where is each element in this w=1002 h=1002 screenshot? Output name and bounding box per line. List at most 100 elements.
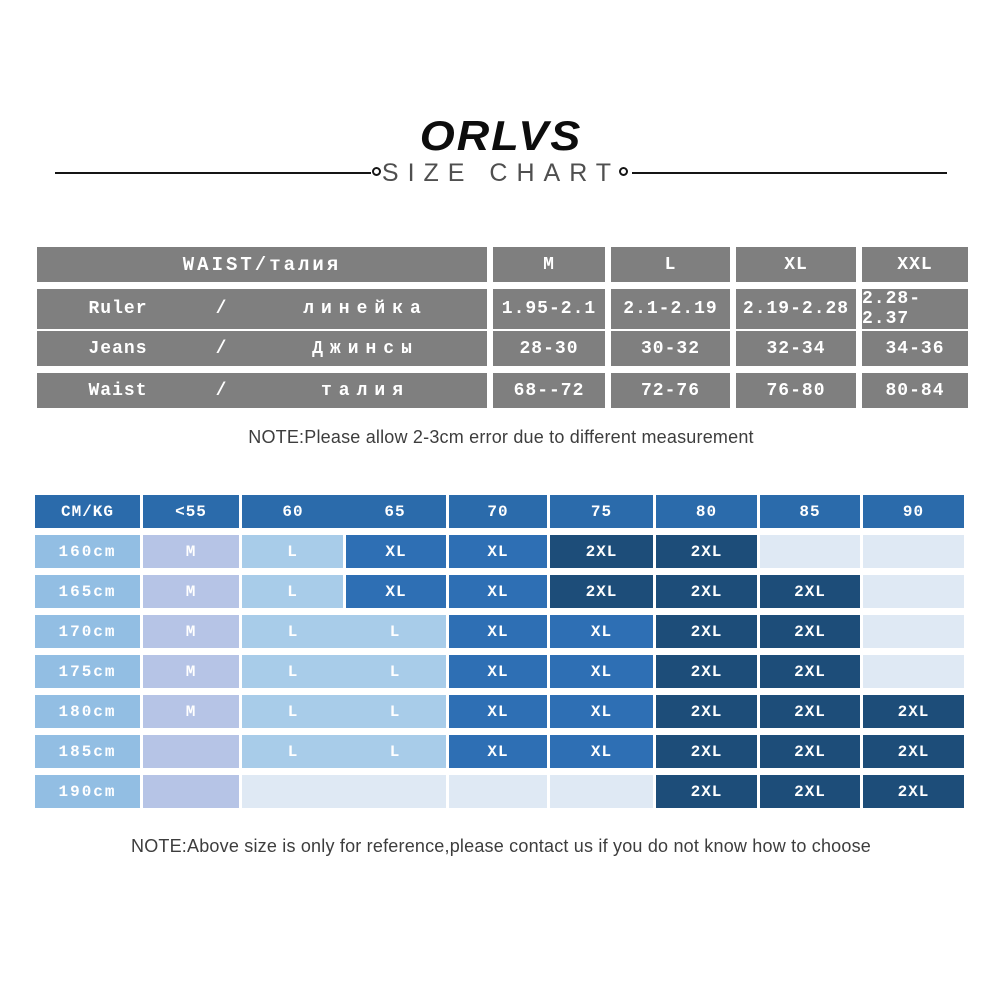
matrix-cell: XL xyxy=(550,655,653,688)
matrix-cell: 2XL xyxy=(656,575,757,608)
size-label: XL xyxy=(590,742,613,761)
waist-value-cell: 32-34 xyxy=(736,331,856,366)
size-label: XL xyxy=(487,742,509,761)
waist-value-cell: 2.28-2.37 xyxy=(862,289,968,329)
matrix-cell xyxy=(449,775,547,808)
matrix-cell: 85 xyxy=(760,495,860,528)
matrix-cell: M xyxy=(143,655,239,688)
height-label-cell: 170cm xyxy=(35,615,140,648)
row-label-ru: линейка xyxy=(303,299,428,319)
matrix-cell: <55 xyxy=(143,495,239,528)
size-label: L xyxy=(389,742,401,761)
matrix-cell xyxy=(242,775,446,808)
matrix-cell: 2XL xyxy=(550,575,653,608)
matrix-cell xyxy=(863,575,964,608)
height-label-cell: 180cm xyxy=(35,695,140,728)
size-label: 70 xyxy=(487,502,509,521)
waist-value: 2.28-2.37 xyxy=(862,289,922,329)
waist-value-cell: 28-30 xyxy=(493,331,605,366)
waist-value: 72-76 xyxy=(640,380,700,401)
waist-value: 2.19-2.28 xyxy=(742,299,850,319)
height-label-cell: 160cm xyxy=(35,535,140,568)
matrix-header-row: CM/KG <55 60 65 70 75 80 85 90 xyxy=(35,495,967,528)
divider-circle-left-icon xyxy=(372,167,381,176)
size-label: 2XL xyxy=(794,622,826,641)
matrix-cell: M xyxy=(143,695,239,728)
size-label: <55 xyxy=(175,502,207,521)
size-label: 2XL xyxy=(690,702,723,721)
size-label: XL xyxy=(590,702,613,721)
matrix-cell: CM/KG xyxy=(35,495,140,528)
waist-value-cell: 30-32 xyxy=(611,331,730,366)
size-label: XL xyxy=(487,542,509,561)
matrix-cell xyxy=(143,735,239,768)
matrix-cell: 2XL xyxy=(550,535,653,568)
matrix-row: 185cm L L XL XL 2XL 2XL 2XL xyxy=(35,735,967,768)
matrix-cell: L xyxy=(242,575,343,608)
matrix-cell: 2XL xyxy=(760,575,860,608)
matrix-cell: XL xyxy=(449,615,547,648)
row-label-slash: / xyxy=(215,299,228,319)
size-label: XXL xyxy=(897,254,933,275)
size-label: XL xyxy=(385,542,407,561)
size-label: 2XL xyxy=(690,742,723,761)
matrix-cell: XL xyxy=(346,535,446,568)
matrix-cell xyxy=(863,615,964,648)
size-label: 2XL xyxy=(585,582,618,601)
size-label: L xyxy=(287,542,298,561)
matrix-cell: M xyxy=(143,535,239,568)
row-label-en: Jeans xyxy=(88,338,148,359)
matrix-cell: 60 65 xyxy=(242,495,446,528)
matrix-cell: M xyxy=(143,575,239,608)
size-label: M xyxy=(185,702,197,721)
matrix-cell xyxy=(550,775,653,808)
row-label-slash: / xyxy=(215,338,228,359)
row-label-slash: / xyxy=(215,380,228,401)
size-label: 2XL xyxy=(690,622,723,641)
matrix-cell: 2XL xyxy=(863,775,964,808)
size-label: 2XL xyxy=(690,582,723,601)
waist-value-cell: 76-80 xyxy=(736,373,856,408)
size-label: M xyxy=(543,254,555,275)
size-label: XL xyxy=(487,702,509,721)
size-label: 2XL xyxy=(794,702,826,721)
matrix-cell xyxy=(143,775,239,808)
matrix-row: 160cm M L XL XL 2XL 2XL xyxy=(35,535,967,568)
size-label: XL xyxy=(487,622,509,641)
waist-value: 80-84 xyxy=(885,380,945,401)
waist-value: 2.1-2.19 xyxy=(623,299,718,319)
waist-row-label: Jeans / Джинсы xyxy=(37,331,487,366)
size-label: 60 xyxy=(282,502,304,521)
matrix-cell xyxy=(863,655,964,688)
size-label: M xyxy=(185,662,197,681)
row-label-en: Waist xyxy=(88,380,148,401)
waist-value: 32-34 xyxy=(766,338,826,359)
divider-line-right xyxy=(632,172,947,174)
matrix-row: 175cm M L L XL XL 2XL 2XL xyxy=(35,655,967,688)
height-label-cell: 185cm xyxy=(35,735,140,768)
size-label: 2XL xyxy=(794,782,826,801)
matrix-cell xyxy=(760,535,860,568)
size-label: L xyxy=(287,742,299,761)
matrix-cell: XL xyxy=(550,615,653,648)
waist-row-label: Ruler / линейка xyxy=(37,289,487,329)
size-label: L xyxy=(287,702,299,721)
matrix-row: 165cm M L XL XL 2XL 2XL 2XL xyxy=(35,575,967,608)
matrix-cell: 2XL xyxy=(760,655,860,688)
size-label: L xyxy=(389,702,401,721)
waist-table: WAIST/талия M L XL XXL Ruler / линейка 1.95-2.1 2… xyxy=(37,247,968,415)
size-label: 65 xyxy=(384,502,406,521)
matrix-cell: XL xyxy=(449,655,547,688)
size-label: M xyxy=(185,622,197,641)
waist-header-row: WAIST/талия M L XL XXL xyxy=(37,247,968,282)
matrix-cell: XL xyxy=(550,735,653,768)
height-label-cell: 165cm xyxy=(35,575,140,608)
matrix-cell: M xyxy=(143,615,239,648)
size-label: L xyxy=(287,622,299,641)
note-reference: NOTE:Above size is only for reference,pl… xyxy=(131,836,871,856)
height-label-cell: 175cm xyxy=(35,655,140,688)
